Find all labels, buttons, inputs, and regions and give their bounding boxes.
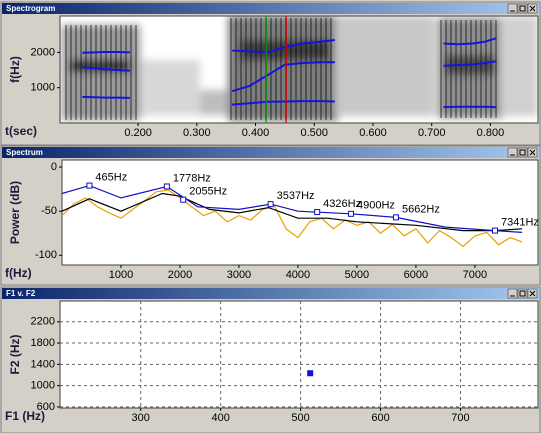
minimize-button[interactable]: [507, 3, 518, 14]
y-axis-label: F2 (Hz): [8, 335, 22, 375]
data-line: [443, 37, 497, 46]
minimize-button[interactable]: [507, 288, 518, 299]
x-tick-label: 1000: [109, 269, 133, 281]
window-frame: [0, 145, 541, 286]
data-line: [231, 61, 335, 93]
x-tick-label: 0.300: [183, 127, 211, 139]
x-tick-label: 0.200: [124, 127, 152, 139]
plot-border: [59, 300, 539, 409]
close-icon: [529, 149, 536, 156]
x-tick-label: 400: [211, 412, 229, 424]
x-tick-label: 500: [291, 412, 309, 424]
peak-marker: [392, 214, 399, 221]
window-title: Spectrogram: [6, 4, 55, 13]
plot-border: [59, 15, 539, 124]
x-tick-label: 0.600: [359, 127, 387, 139]
peak-label: 7341Hz: [501, 216, 539, 228]
x-tick-label: 700: [451, 412, 469, 424]
x-tick-label: 0.500: [301, 127, 329, 139]
close-icon: [529, 5, 536, 12]
y-axis-label: f(Hz): [8, 56, 22, 83]
window-title: Spectrum: [6, 148, 43, 157]
maximize-button[interactable]: [517, 288, 528, 299]
x-tick-label: 3000: [227, 269, 251, 281]
data-line: [82, 95, 130, 99]
data-line: [61, 192, 523, 232]
x-tick-label: 7000: [463, 269, 487, 281]
peak-label: 4900Hz: [357, 200, 395, 212]
window-frame: [0, 286, 541, 433]
data-line: [232, 100, 335, 106]
y-tick-label: -100: [35, 249, 57, 261]
y-tick-label: 600: [37, 401, 55, 413]
peak-marker: [267, 201, 274, 208]
data-line: [82, 51, 130, 54]
data-line: [232, 39, 335, 54]
y-tick-label: 2200: [31, 316, 55, 328]
y-tick-label: 0: [51, 161, 57, 173]
x-axis-label: f(Hz): [5, 266, 32, 280]
x-tick-label: 0.800: [477, 127, 505, 139]
peak-label: 465Hz: [95, 171, 127, 183]
peak-label: 5662Hz: [402, 203, 440, 215]
x-tick-label: 300: [132, 412, 150, 424]
peak-marker: [492, 227, 499, 234]
title-bar: [2, 288, 539, 299]
x-tick-label: 0.700: [418, 127, 446, 139]
y-axis-label: Power (dB): [8, 181, 22, 244]
peak-label: 2055Hz: [189, 186, 227, 198]
x-tick-label: 600: [371, 412, 389, 424]
peak-label: 1778Hz: [173, 172, 211, 184]
data-line: [82, 66, 130, 72]
x-tick-label: 6000: [404, 269, 428, 281]
spectrogram-image: [60, 16, 538, 123]
maximize-button[interactable]: [517, 3, 528, 14]
peak-marker: [314, 209, 321, 216]
peak-marker: [180, 196, 187, 203]
y-tick-label: 1800: [31, 337, 55, 349]
window-title: F1 v. F2: [6, 289, 36, 298]
plot-border: [61, 159, 539, 266]
y-tick-label: 2000: [31, 46, 55, 58]
maximize-icon: [519, 290, 526, 297]
point: [307, 370, 314, 377]
maximize-icon: [519, 5, 526, 12]
peak-marker: [348, 210, 355, 217]
x-tick-label: 4000: [286, 269, 310, 281]
y-tick-label: -50: [41, 205, 57, 217]
x-tick-label: 2000: [168, 269, 192, 281]
x-axis-label: F1 (Hz): [5, 409, 45, 423]
data-line: [61, 189, 523, 248]
minimize-button[interactable]: [507, 147, 518, 158]
x-tick-label: 5000: [345, 269, 369, 281]
plot-area: [60, 301, 538, 408]
title-bar: [2, 147, 539, 158]
title-bar: [2, 3, 539, 14]
y-tick-label: 1000: [31, 380, 55, 392]
peak-label: 4326Hz: [323, 198, 361, 210]
window-frame: [0, 1, 541, 146]
x-axis-label: t(sec): [5, 124, 37, 138]
peak-marker: [163, 183, 170, 190]
x-tick-label: 0.400: [242, 127, 270, 139]
data-line: [443, 60, 497, 67]
y-tick-label: 1000: [31, 82, 55, 94]
peak-marker: [86, 182, 93, 189]
close-icon: [529, 290, 536, 297]
y-tick-label: 1400: [31, 358, 55, 370]
maximize-button[interactable]: [517, 147, 528, 158]
peak-label: 3537Hz: [277, 190, 315, 202]
maximize-icon: [519, 149, 526, 156]
plot-area: [62, 160, 538, 265]
